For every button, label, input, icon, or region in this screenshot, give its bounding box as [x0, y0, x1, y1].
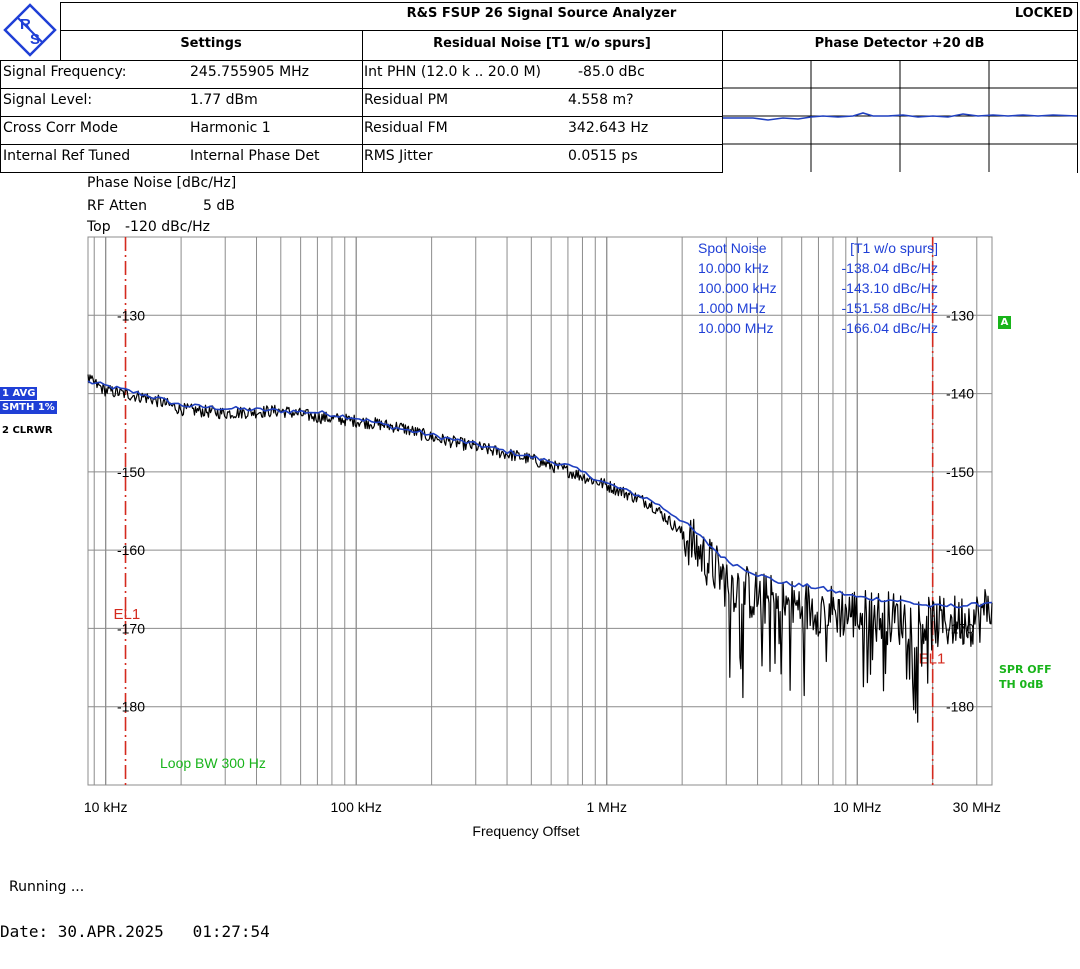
trace2-clrwr-label: 2 CLRWR — [2, 425, 53, 436]
y-tick-label-right: -150 — [946, 464, 974, 480]
cross-corr-label: Cross Corr Mode — [3, 120, 119, 136]
ref-tuned-label: Internal Ref Tuned — [3, 148, 131, 164]
y-tick-label-right: -180 — [946, 699, 974, 715]
spot-noise-freq: 100.000 kHz — [698, 280, 777, 296]
chart-grid — [87, 236, 993, 786]
trace1-smth-badge: SMTH 1% — [0, 401, 57, 414]
brand-logo: R S — [2, 2, 58, 58]
spr-off-label: SPR OFF — [999, 663, 1052, 676]
y-tick-label-right: -140 — [946, 386, 974, 402]
int-phn-label: Int PHN (12.0 k .. 20.0 M) — [364, 64, 541, 80]
plot-frame — [87, 236, 993, 786]
spot-noise-value: -151.58 dBc/Hz — [842, 300, 939, 316]
threshold-label: TH 0dB — [999, 678, 1044, 691]
residual-fm-label: Residual FM — [364, 120, 448, 136]
cross-corr-value: Harmonic 1 — [190, 120, 271, 136]
lock-status: LOCKED — [1014, 6, 1073, 21]
y-tick-label-right: -160 — [946, 542, 974, 558]
spot-noise-trace-header: [T1 w/o spurs] — [850, 240, 938, 256]
residual-fm-value: 342.643 Hz — [568, 120, 649, 136]
rms-jitter-label: RMS Jitter — [364, 148, 433, 164]
y-tick-label-left: -150 — [117, 464, 145, 480]
residual-noise-header: Residual Noise [T1 w/o spurs] — [433, 36, 651, 51]
spot-noise-freq: 10.000 kHz — [698, 260, 769, 276]
y-tick-label-left: -170 — [117, 620, 145, 636]
x-tick-label: 30 MHz — [953, 799, 1001, 815]
trace1-avg-badge: 1 AVG — [0, 387, 38, 400]
spot-noise-table: Spot Noise [T1 w/o spurs] 10.000 kHz -138.0… — [698, 240, 938, 336]
top-level-label: Top — [87, 219, 111, 235]
y-tick-label-right: -130 — [946, 307, 974, 323]
rf-atten-label: RF Atten — [87, 198, 148, 214]
settings-header: Settings — [180, 36, 242, 51]
phase-detector-header: Phase Detector +20 dB — [814, 36, 985, 51]
marker-a-badge: A — [998, 316, 1011, 329]
svg-text:S: S — [30, 31, 40, 48]
svg-text:R: R — [20, 16, 31, 33]
int-phn-value: -85.0 dBc — [578, 64, 645, 80]
spot-noise-freq: 1.000 MHz — [698, 300, 766, 316]
loop-bw-label: Loop BW 300 Hz — [160, 755, 266, 771]
residual-pm-label: Residual PM — [364, 92, 449, 108]
top-level-value: -120 dBc/Hz — [125, 219, 211, 235]
signal-frequency-label: Signal Frequency: — [3, 64, 127, 80]
residual-pm-value: 4.558 m? — [568, 92, 634, 108]
rf-atten-value: 5 dB — [203, 198, 235, 214]
x-tick-label: 1 MHz — [587, 799, 627, 815]
limit-line-label: EL1 — [114, 606, 141, 623]
trace-1-avg — [87, 380, 993, 609]
traces — [87, 374, 993, 723]
spot-noise-header: Spot Noise — [698, 240, 767, 256]
trace-2-clrwr — [87, 374, 993, 723]
ref-tuned-value: Internal Phase Det — [190, 148, 320, 164]
axis-ticks: 10 kHz 100 kHz 1 MHz 10 MHz 30 MHz -130 -150 -1… — [84, 307, 1001, 815]
phase-noise-unit-label: Phase Noise [dBc/Hz] — [87, 175, 237, 191]
y-tick-label-left: -130 — [117, 307, 145, 323]
spot-noise-value: -166.04 dBc/Hz — [842, 320, 939, 336]
limit-lines: EL1 EL1 — [114, 237, 946, 785]
signal-level-value: 1.77 dBm — [190, 92, 258, 108]
signal-level-label: Signal Level: — [3, 92, 93, 108]
spot-noise-value: -138.04 dBc/Hz — [842, 260, 939, 276]
signal-frequency-value: 245.755905 MHz — [190, 64, 310, 80]
y-tick-label-left: -180 — [117, 699, 145, 715]
spot-noise-value: -143.10 dBc/Hz — [842, 280, 939, 296]
phase-detector-display — [723, 61, 1078, 172]
rms-jitter-value: 0.0515 ps — [568, 148, 638, 164]
running-status: Running ... — [9, 879, 85, 895]
x-tick-label: 10 MHz — [833, 799, 881, 815]
x-tick-label: 10 kHz — [84, 799, 128, 815]
y-tick-label-left: -160 — [117, 542, 145, 558]
x-tick-label: 100 kHz — [331, 799, 382, 815]
date-stamp: Date: 30.APR.2025 01:27:54 — [0, 922, 270, 941]
limit-line-label: EL1 — [919, 651, 946, 668]
y-tick-label-right: -170 — [946, 620, 974, 636]
phase-noise-chart: EL1 EL1 10 kHz 100 kHz 1 MHz 10 MHz 30 MHz -13… — [84, 236, 1001, 839]
window-title: R&S FSUP 26 Signal Source Analyzer — [406, 6, 677, 21]
x-axis-label: Frequency Offset — [472, 823, 579, 839]
spot-noise-freq: 10.000 MHz — [698, 320, 773, 336]
